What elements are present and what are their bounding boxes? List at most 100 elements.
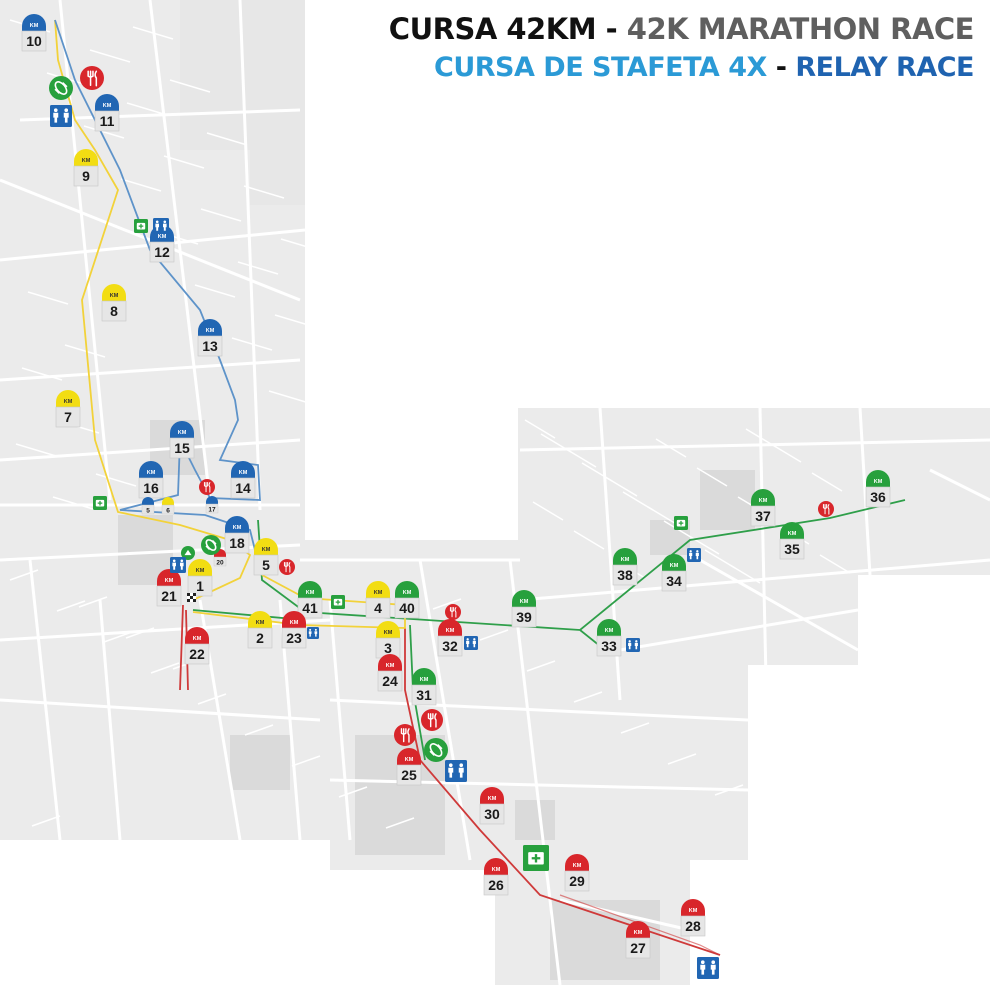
street (338, 786, 368, 798)
title-marathon: CURSA 42KM - 42K MARATHON RACE (389, 12, 975, 46)
park-block (515, 800, 555, 840)
km-marker-34: KM 34 (661, 554, 687, 592)
markers-layer: KM10KM11KM9KM12KM8KM13KM7KM15KM16KM14KM1… (21, 14, 891, 979)
km-marker-number: 8 (110, 303, 118, 319)
checker-cell (187, 596, 190, 599)
street (64, 344, 106, 358)
km-marker-cap (613, 548, 637, 565)
km-marker-number: 10 (26, 33, 42, 49)
km-marker-40: KM 40 (394, 581, 420, 619)
km-badge-text: KM (103, 103, 112, 109)
title-relay: CURSA DE STAFETA 4X - RELAY RACE (434, 52, 974, 83)
medical-point-icon (93, 496, 107, 510)
icon-square (626, 638, 640, 652)
km-marker-number: 18 (229, 535, 245, 551)
medical-point-icon (674, 516, 688, 530)
km-marker-number: 14 (235, 480, 251, 496)
km-marker-2: KM 2 (247, 611, 273, 649)
km-marker-33: KM 33 (596, 619, 622, 657)
street (243, 185, 285, 199)
km-marker-plate (511, 606, 537, 628)
km-marker-32: KM 32 (437, 619, 463, 657)
km-marker-cap (225, 516, 249, 533)
km-marker-plate (596, 635, 622, 657)
km-marker-number: 9 (82, 168, 90, 184)
icon-disc (199, 479, 215, 495)
km-marker-number: 15 (174, 440, 190, 456)
km-marker-number: 35 (784, 541, 800, 557)
km-marker-number: 1 (196, 578, 204, 594)
street (622, 491, 654, 511)
road (929, 468, 991, 502)
km-marker-8: KM 8 (101, 284, 127, 322)
km-marker-plate (21, 30, 47, 52)
toilets-icon (464, 636, 478, 650)
sponge-lines (205, 540, 217, 550)
km-marker-plate (750, 505, 776, 527)
km-marker-plate (564, 870, 590, 892)
km-marker-16: KM 16 (138, 461, 164, 499)
km-badge-text: KM (689, 908, 698, 914)
km-marker-plate (437, 635, 463, 657)
start-finish-icon (181, 546, 195, 560)
km-marker-plate (149, 241, 175, 263)
park-block (700, 470, 755, 530)
land-shade-north (0, 0, 305, 205)
km-marker-number: 4 (374, 600, 382, 616)
toilets-icon (50, 105, 72, 127)
km-marker-25: KM 25 (396, 748, 422, 786)
street (479, 629, 509, 641)
road (418, 559, 472, 861)
km-badge-text: KM (262, 547, 271, 553)
km-badge-text: KM (573, 863, 582, 869)
km-badge-text: KM (206, 328, 215, 334)
icon-square (445, 760, 467, 782)
km-marker-cap (626, 921, 650, 938)
street (163, 155, 205, 169)
street (132, 26, 174, 40)
km-marker-cap (157, 569, 181, 586)
km-marker-plate (779, 538, 805, 560)
road (328, 599, 352, 841)
km-badge-text: KM (788, 531, 797, 537)
street (78, 596, 108, 608)
km-marker-cap (74, 149, 98, 166)
street (280, 238, 322, 252)
road (28, 559, 62, 841)
km-marker-plate (94, 110, 120, 132)
km-marker-cap (780, 522, 804, 539)
km-marker-number: 39 (516, 609, 532, 625)
small-km-number: 20 (216, 560, 224, 567)
street (194, 284, 236, 298)
street (581, 462, 613, 482)
km-marker-plate (247, 627, 273, 649)
street (206, 132, 248, 146)
icon-disc (394, 724, 416, 746)
km-marker-14: KM 14 (230, 461, 256, 499)
refreshment-station-icon (424, 738, 448, 762)
icon-disc (201, 535, 221, 555)
cross-glyph (97, 500, 103, 506)
icon-disc (421, 709, 443, 731)
km-marker-15: KM 15 (169, 421, 195, 459)
km-marker-cap (376, 621, 400, 638)
km-marker-number: 25 (401, 767, 417, 783)
street (15, 443, 57, 457)
km-marker-36: KM 36 (865, 470, 891, 508)
km-marker-cap (662, 554, 686, 571)
checker-cell (193, 599, 196, 602)
food-station-icon (421, 709, 443, 731)
km-badge-text: KM (239, 470, 248, 476)
km-marker-plate (297, 597, 323, 619)
checker-cell (193, 593, 196, 596)
street (89, 49, 131, 63)
icon-disc (279, 559, 295, 575)
medical-point-icon (134, 219, 148, 233)
food-station-icon (818, 501, 834, 517)
street (432, 598, 462, 610)
street (745, 428, 777, 448)
checker-cell (187, 599, 190, 602)
km-marker-18: KM 18 (224, 516, 250, 554)
icon-square (170, 557, 186, 573)
km-badge-text: KM (374, 590, 383, 596)
